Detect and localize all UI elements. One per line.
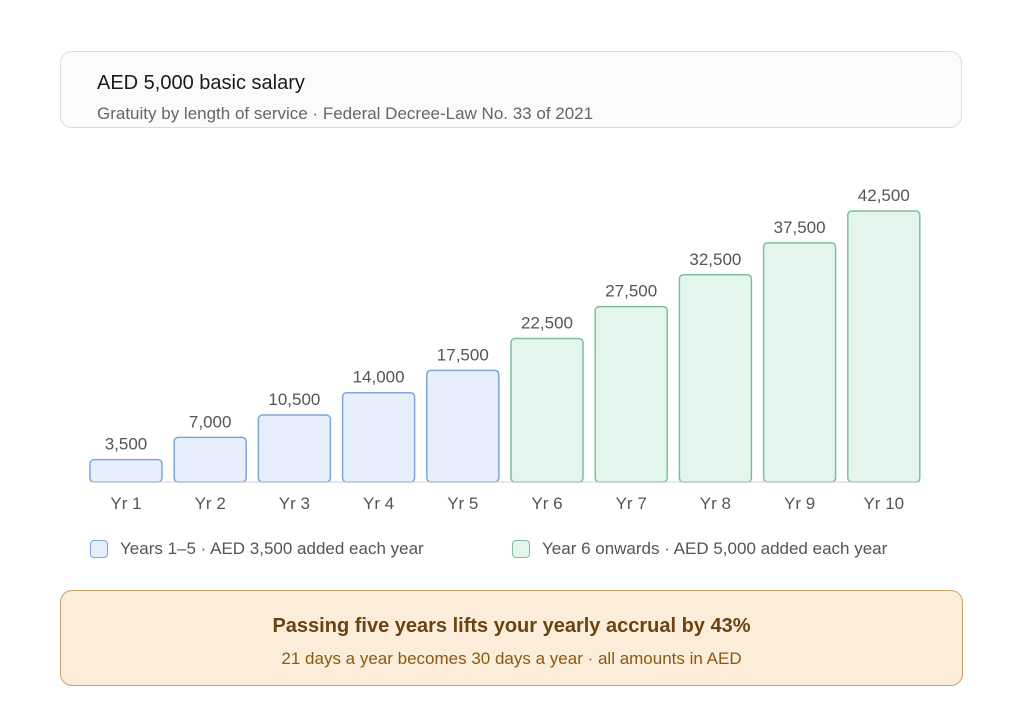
x-tick-label-5: Yr 5: [447, 494, 478, 513]
bar-3: [257, 414, 332, 483]
legend-label-tier2: Year 6 onwards · AED 5,000 added each ye…: [542, 539, 888, 558]
bar-10: [847, 210, 921, 483]
bar-value-label-1: 3,500: [105, 435, 148, 454]
legend-swatch-tier2: [512, 540, 530, 558]
bar-value-label-6: 22,500: [521, 314, 573, 333]
bar-value-label-4: 14,000: [353, 368, 405, 387]
legend-item-tier1: Years 1–5 · AED 3,500 added each year: [90, 538, 424, 560]
x-tick-label-6: Yr 6: [531, 494, 562, 513]
x-tick-label-9: Yr 9: [784, 494, 815, 513]
callout-box: Passing five years lifts your yearly acc…: [60, 590, 963, 686]
bar-chart: 3,500 Yr 1 7,000 Yr 2 10,500 Yr 3 14,000 Yr 4 17…: [89, 186, 921, 513]
header-card: AED 5,000 basic salary Gratuity by lengt…: [60, 51, 962, 128]
x-tick-label-8: Yr 8: [700, 494, 731, 513]
legend-label-tier1: Years 1–5 · AED 3,500 added each year: [120, 539, 424, 558]
bar-value-label-2: 7,000: [189, 412, 232, 431]
x-tick-label-1: Yr 1: [110, 494, 141, 513]
chart-subtitle: Gratuity by length of service · Federal …: [97, 104, 594, 123]
legend-swatch-tier1: [90, 540, 108, 558]
bar-value-label-8: 32,500: [689, 250, 741, 269]
chart-title: AED 5,000 basic salary: [97, 72, 305, 94]
x-tick-label-2: Yr 2: [195, 494, 226, 513]
bar-2: [173, 436, 247, 483]
bar-1: [89, 458, 163, 483]
bar-9: [762, 242, 837, 483]
legend-item-tier2: Year 6 onwards · AED 5,000 added each ye…: [512, 538, 887, 560]
bar-4: [341, 391, 416, 483]
x-tick-label-7: Yr 7: [616, 494, 647, 513]
callout-title: Passing five years lifts your yearly acc…: [272, 615, 751, 637]
bar-value-label-10: 42,500: [858, 186, 910, 205]
bar-6: [510, 337, 584, 483]
bar-value-label-3: 10,500: [268, 390, 320, 409]
bar-value-label-5: 17,500: [437, 345, 489, 364]
x-tick-label-3: Yr 3: [279, 494, 310, 513]
callout-subtitle: 21 days a year becomes 30 days a year · …: [281, 649, 742, 668]
x-tick-label-10: Yr 10: [863, 494, 904, 513]
bar-5: [426, 369, 500, 483]
bar-8: [678, 274, 753, 483]
bar-value-label-9: 37,500: [774, 218, 826, 237]
x-tick-label-4: Yr 4: [363, 494, 394, 513]
bar-value-label-7: 27,500: [605, 282, 657, 301]
bar-7: [594, 305, 668, 483]
